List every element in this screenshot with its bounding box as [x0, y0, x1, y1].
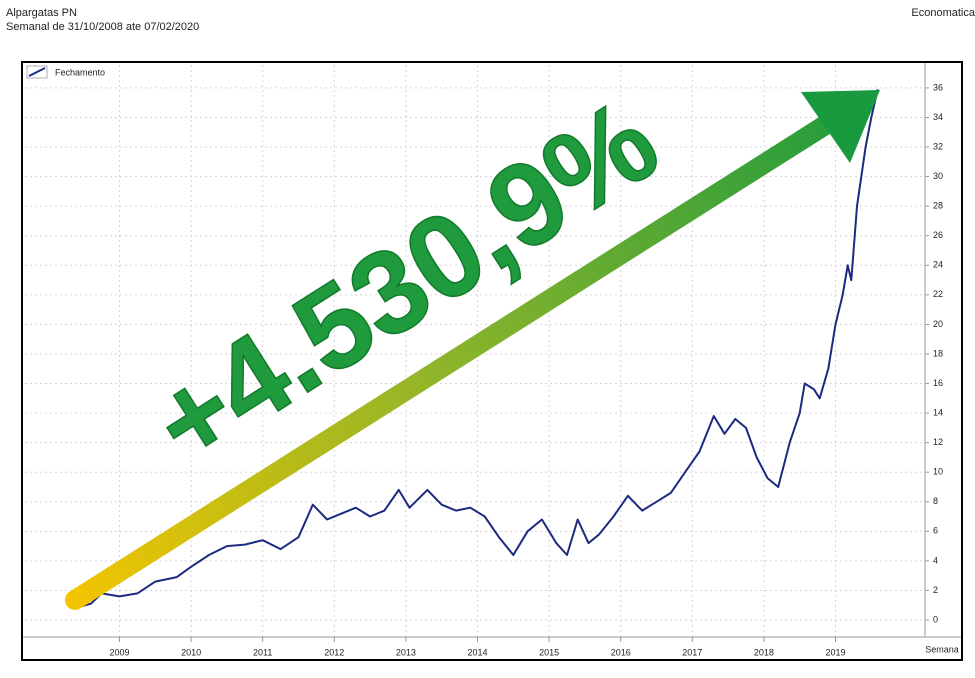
x-axis-label: Semana: [925, 644, 959, 654]
y-tick-label: 16: [933, 378, 943, 388]
arrow-head: [801, 90, 880, 163]
y-tick-label: 14: [933, 407, 943, 417]
data-line: [72, 89, 879, 608]
x-tick-label: 2012: [324, 647, 344, 657]
x-tick-label: 2014: [467, 647, 487, 657]
y-tick-label: 18: [933, 348, 943, 358]
x-tick-label: 2011: [253, 647, 272, 657]
y-tick-label: 26: [933, 230, 943, 240]
y-tick-label: 4: [933, 555, 938, 565]
y-tick-label: 34: [933, 112, 943, 122]
arrow-shaft: [65, 112, 840, 610]
x-tick-label: 2019: [825, 647, 845, 657]
y-tick-label: 10: [933, 467, 943, 477]
y-tick-label: 32: [933, 141, 943, 151]
x-tick-label: 2015: [539, 647, 559, 657]
y-tick-label: 2: [933, 585, 938, 595]
chart-title: Alpargatas PN: [6, 7, 77, 19]
y-tick-label: 28: [933, 201, 943, 211]
x-tick-label: 2013: [396, 647, 416, 657]
y-tick-label: 8: [933, 496, 938, 506]
y-tick-label: 0: [933, 614, 938, 624]
x-tick-label: 2017: [682, 647, 702, 657]
y-tick-label: 20: [933, 319, 943, 329]
legend-label: Fechamento: [55, 67, 105, 77]
x-tick-label: 2018: [754, 647, 774, 657]
y-tick-label: 24: [933, 260, 943, 270]
y-tick-label: 12: [933, 437, 943, 447]
y-tick-label: 22: [933, 289, 943, 299]
legend-swatch: [28, 67, 46, 77]
legend-box: [26, 65, 48, 79]
source: Economatica: [911, 7, 975, 19]
x-tick-label: 2010: [181, 647, 201, 657]
x-tick-label: 2016: [611, 647, 631, 657]
y-tick-label: 6: [933, 526, 938, 536]
y-tick-label: 30: [933, 171, 943, 181]
y-tick-label: 36: [933, 82, 943, 92]
x-tick-label: 2009: [109, 647, 129, 657]
chart-frame: [21, 61, 963, 661]
chart-subtitle: Semanal de 31/10/2008 ate 07/02/2020: [6, 21, 199, 33]
